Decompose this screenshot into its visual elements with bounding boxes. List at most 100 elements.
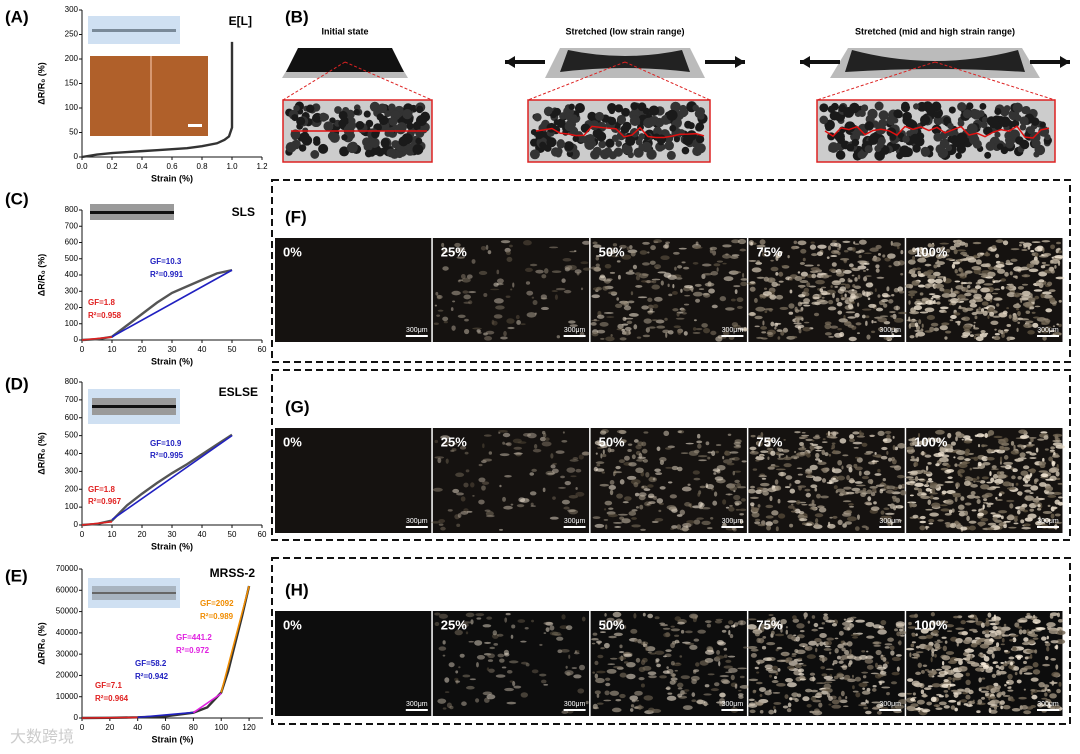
speckle [828, 703, 832, 706]
speckle [646, 503, 650, 506]
speckle [774, 479, 779, 485]
speckle [996, 669, 1000, 675]
speckle [510, 503, 514, 506]
speckle [963, 639, 971, 645]
speckle [1056, 688, 1061, 694]
speckle [1027, 297, 1036, 303]
speckle [451, 325, 456, 331]
speckle [722, 499, 727, 505]
speckle [1016, 679, 1022, 684]
speckle [583, 451, 588, 456]
speckle [1056, 323, 1060, 326]
speckle [814, 513, 824, 518]
speckle [512, 282, 515, 288]
speckle [592, 671, 596, 674]
speckle [506, 669, 513, 674]
speckle [888, 457, 892, 462]
speckle [771, 510, 779, 516]
particle [892, 143, 900, 150]
speckle [935, 429, 945, 435]
speckle [733, 445, 742, 449]
speckle [808, 640, 817, 646]
speckle [735, 508, 740, 511]
particle [1031, 139, 1041, 149]
speckle [658, 509, 662, 513]
speckle [798, 294, 806, 298]
y-tick-label: 60000 [56, 585, 79, 594]
speckle [905, 647, 915, 651]
speckle [933, 642, 941, 649]
speckle [860, 492, 867, 498]
speckle [613, 632, 623, 637]
speckle [620, 301, 628, 306]
speckle [671, 465, 679, 471]
speckle [911, 633, 916, 637]
speckle [481, 460, 487, 464]
speckle [1018, 696, 1027, 700]
speckle [798, 436, 808, 439]
speckle [945, 499, 954, 505]
speckle [789, 697, 793, 701]
particle [402, 109, 413, 120]
speckle [559, 625, 569, 630]
speckle [1008, 526, 1017, 529]
speckle [444, 691, 450, 693]
speckle [681, 312, 687, 315]
particle [957, 119, 965, 127]
speckle [993, 297, 1003, 301]
annotation: GF=58.2 [135, 659, 167, 668]
speckle [647, 304, 654, 310]
speckle [1010, 698, 1015, 702]
speckle [980, 622, 985, 628]
speckle [848, 434, 855, 440]
speckle [602, 279, 612, 282]
speckle [1021, 290, 1031, 297]
particle [886, 115, 896, 126]
speckle [866, 268, 869, 271]
speckle [842, 269, 852, 274]
particle [592, 146, 602, 156]
particle [598, 140, 607, 149]
sample-label: SLS [232, 205, 255, 219]
speckle [919, 292, 924, 296]
chart: (E)0100002000030000400005000060000700000… [5, 564, 263, 744]
speckle [513, 452, 523, 455]
particle [902, 135, 910, 143]
speckle [760, 454, 764, 457]
speckle [619, 644, 623, 649]
particle [592, 128, 603, 139]
speckle [636, 336, 642, 339]
speckle [966, 284, 971, 289]
panel-label: (H) [285, 580, 309, 599]
speckle [799, 285, 805, 289]
speckle [531, 468, 537, 472]
frame-label: 75% [756, 617, 782, 632]
speckle [914, 329, 921, 332]
speckle [502, 432, 511, 438]
particle [384, 110, 391, 118]
speckle [910, 449, 916, 453]
speckle [838, 696, 842, 702]
speckle [1044, 448, 1049, 451]
speckle [463, 301, 471, 304]
speckle [495, 305, 505, 310]
speckle [725, 671, 733, 674]
speckle [722, 254, 732, 259]
y-tick-label: 40000 [56, 628, 79, 637]
speckle [1018, 491, 1023, 496]
speckle [653, 497, 658, 500]
particle [416, 115, 427, 127]
speckle [898, 311, 908, 315]
speckle [1036, 690, 1041, 692]
speckle [861, 308, 872, 311]
speckle [438, 519, 446, 524]
speckle [456, 523, 461, 527]
speckle [974, 315, 978, 320]
speckle [891, 293, 895, 297]
speckle [1012, 646, 1017, 651]
speckle [770, 450, 776, 456]
x-tick-label: 40 [198, 530, 207, 539]
speckle [932, 669, 937, 675]
scale-label: 300μm [564, 518, 586, 525]
speckle [1006, 681, 1010, 684]
